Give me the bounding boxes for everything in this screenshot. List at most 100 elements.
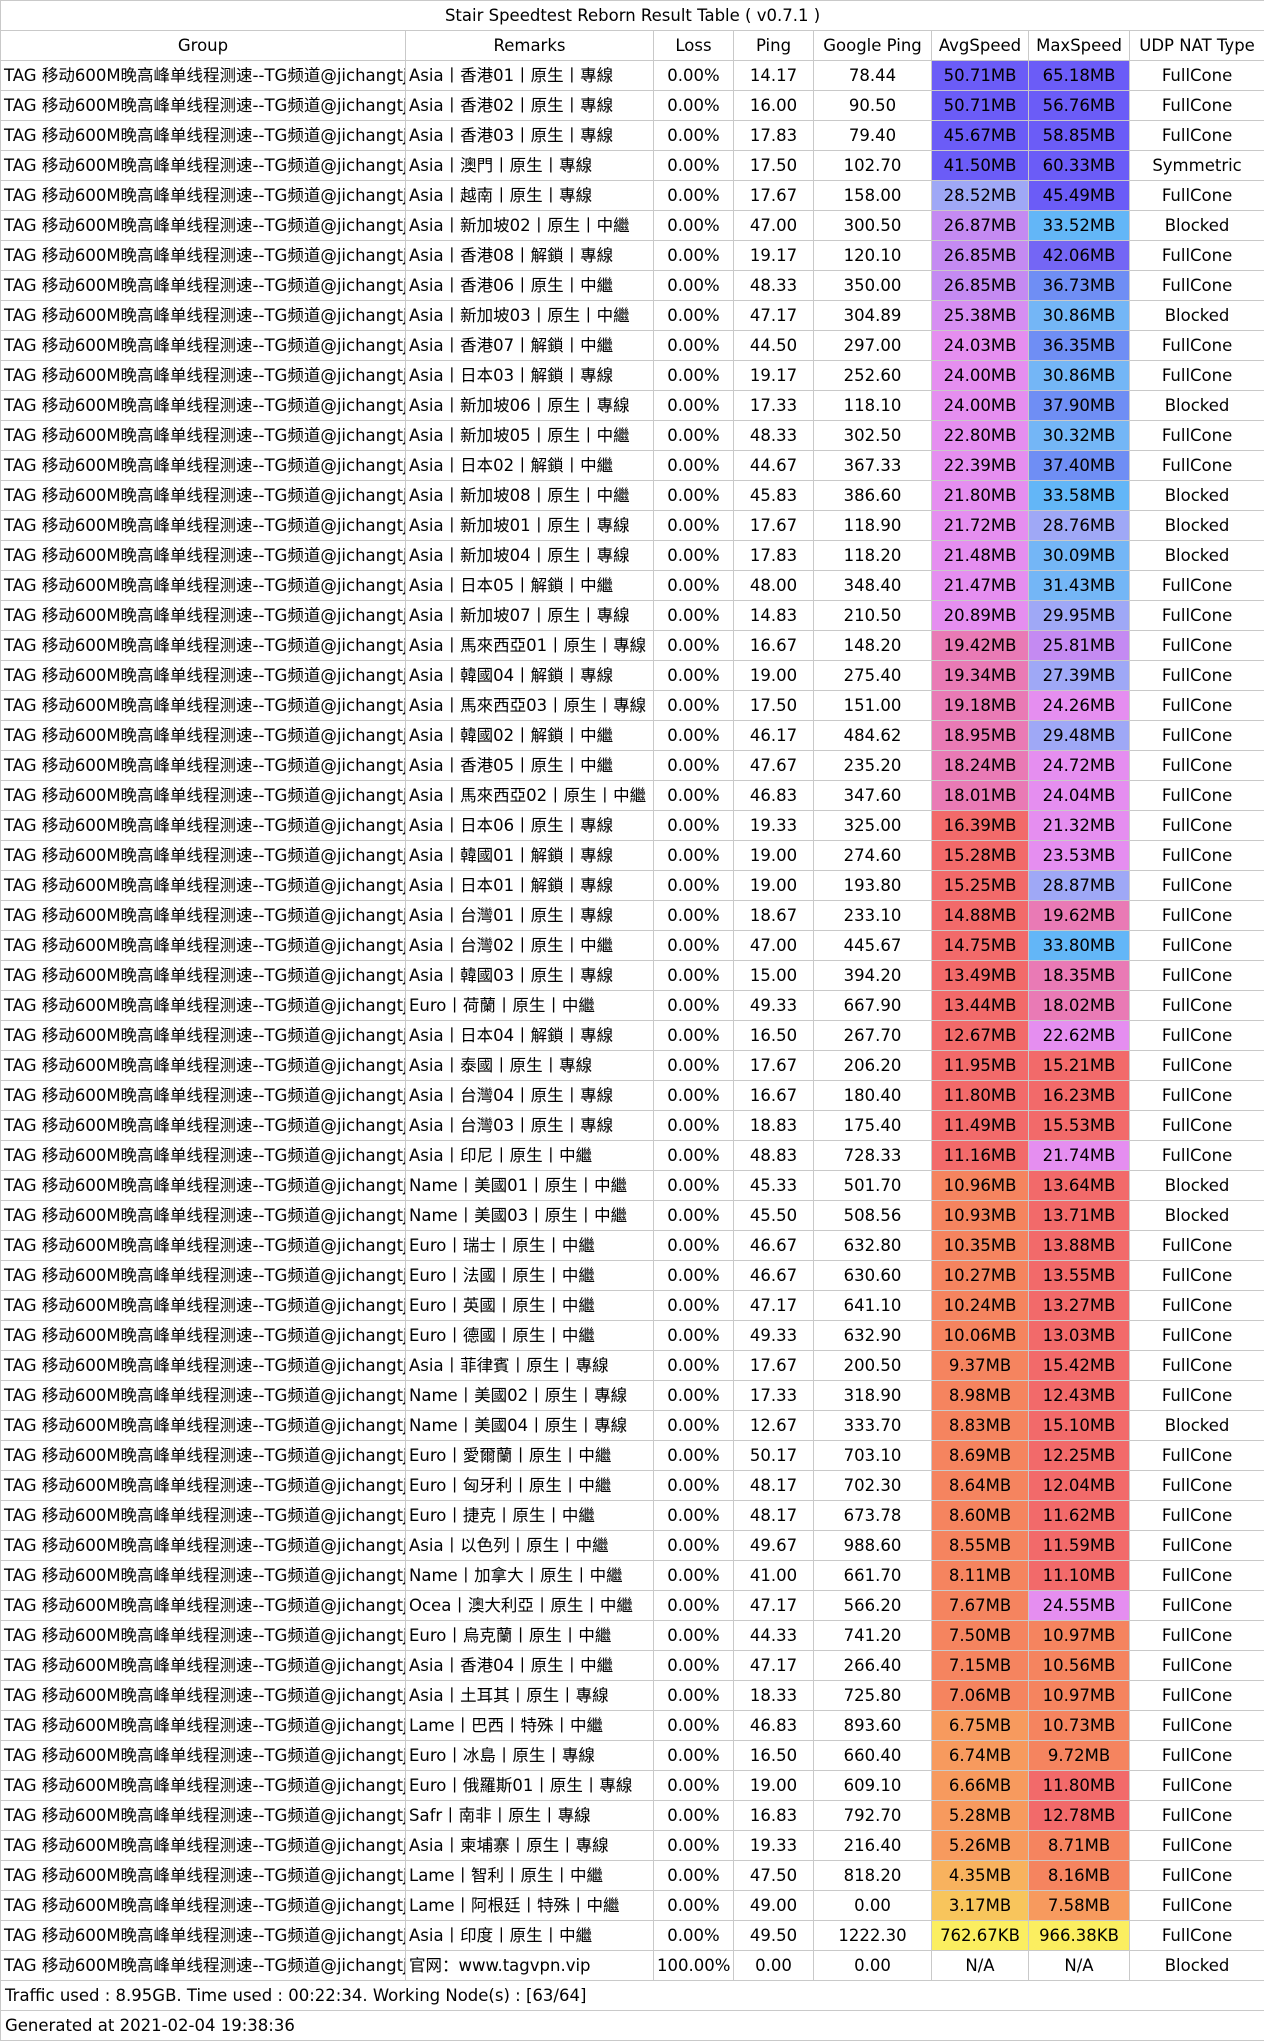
cell-group: TAG 移动600M晚高峰单线程测速--TG频道@jichangtj xyxy=(1,511,406,541)
cell-avg-speed: 14.88MB xyxy=(932,901,1029,931)
cell-group: TAG 移动600M晚高峰单线程测速--TG频道@jichangtj xyxy=(1,1501,406,1531)
cell-max-speed: 13.03MB xyxy=(1029,1321,1130,1351)
cell-remarks: Asia丨香港06丨原生丨中繼 xyxy=(406,271,654,301)
cell-ping: 50.17 xyxy=(734,1441,814,1471)
cell-udp-nat-type: FullCone xyxy=(1130,1111,1264,1141)
cell-remarks: Asia丨香港01丨原生丨專線 xyxy=(406,61,654,91)
cell-ping: 49.00 xyxy=(734,1891,814,1921)
footer-generated-row: Generated at 2021-02-04 19:38:36 xyxy=(1,2011,1264,2041)
cell-remarks: Asia丨日本04丨解鎖丨專線 xyxy=(406,1021,654,1051)
cell-max-speed: 29.48MB xyxy=(1029,721,1130,751)
cell-loss: 0.00% xyxy=(654,961,734,991)
cell-group: TAG 移动600M晚高峰单线程测速--TG频道@jichangtj xyxy=(1,331,406,361)
cell-avg-speed: 26.85MB xyxy=(932,271,1029,301)
cell-ping: 16.50 xyxy=(734,1741,814,1771)
cell-remarks: Asia丨香港07丨解鎖丨中繼 xyxy=(406,331,654,361)
cell-group: TAG 移动600M晚高峰单线程测速--TG频道@jichangtj xyxy=(1,961,406,991)
cell-loss: 0.00% xyxy=(654,1141,734,1171)
cell-ping: 17.33 xyxy=(734,391,814,421)
cell-loss: 0.00% xyxy=(654,691,734,721)
cell-group: TAG 移动600M晚高峰单线程测速--TG频道@jichangtj xyxy=(1,1861,406,1891)
cell-remarks: Asia丨韓國03丨原生丨專線 xyxy=(406,961,654,991)
cell-loss: 0.00% xyxy=(654,661,734,691)
cell-ping: 44.33 xyxy=(734,1621,814,1651)
cell-max-speed: 19.62MB xyxy=(1029,901,1130,931)
cell-avg-speed: 10.93MB xyxy=(932,1201,1029,1231)
cell-max-speed: 24.55MB xyxy=(1029,1591,1130,1621)
cell-udp-nat-type: FullCone xyxy=(1130,781,1264,811)
cell-loss: 0.00% xyxy=(654,1111,734,1141)
cell-group: TAG 移动600M晚高峰单线程测速--TG频道@jichangtj xyxy=(1,871,406,901)
cell-udp-nat-type: FullCone xyxy=(1130,1141,1264,1171)
cell-google-ping: 210.50 xyxy=(814,601,932,631)
cell-max-speed: 8.71MB xyxy=(1029,1831,1130,1861)
cell-group: TAG 移动600M晚高峰单线程测速--TG频道@jichangtj xyxy=(1,241,406,271)
cell-group: TAG 移动600M晚高峰单线程测速--TG频道@jichangtj xyxy=(1,541,406,571)
cell-avg-speed: 5.28MB xyxy=(932,1801,1029,1831)
cell-google-ping: 120.10 xyxy=(814,241,932,271)
header-google-ping: Google Ping xyxy=(814,31,932,61)
header-max-speed: MaxSpeed xyxy=(1029,31,1130,61)
cell-group: TAG 移动600M晚高峰单线程测速--TG频道@jichangtj xyxy=(1,151,406,181)
cell-ping: 17.67 xyxy=(734,511,814,541)
cell-group: TAG 移动600M晚高峰单线程测速--TG频道@jichangtj xyxy=(1,781,406,811)
cell-avg-speed: 10.27MB xyxy=(932,1261,1029,1291)
cell-google-ping: 630.60 xyxy=(814,1261,932,1291)
cell-max-speed: 12.78MB xyxy=(1029,1801,1130,1831)
cell-group: TAG 移动600M晚高峰单线程测速--TG频道@jichangtj xyxy=(1,1261,406,1291)
cell-ping: 17.83 xyxy=(734,121,814,151)
cell-avg-speed: 19.18MB xyxy=(932,691,1029,721)
cell-loss: 0.00% xyxy=(654,601,734,631)
cell-remarks: Asia丨新加坡01丨原生丨專線 xyxy=(406,511,654,541)
cell-ping: 45.83 xyxy=(734,481,814,511)
cell-ping: 46.67 xyxy=(734,1261,814,1291)
cell-avg-speed: 10.06MB xyxy=(932,1321,1029,1351)
cell-google-ping: 233.10 xyxy=(814,901,932,931)
cell-remarks: Euro丨俄羅斯01丨原生丨專線 xyxy=(406,1771,654,1801)
cell-udp-nat-type: FullCone xyxy=(1130,1291,1264,1321)
cell-avg-speed: 41.50MB xyxy=(932,151,1029,181)
cell-loss: 0.00% xyxy=(654,931,734,961)
cell-group: TAG 移动600M晚高峰单线程测速--TG频道@jichangtj xyxy=(1,1921,406,1951)
cell-group: TAG 移动600M晚高峰单线程测速--TG频道@jichangtj xyxy=(1,601,406,631)
cell-max-speed: 36.35MB xyxy=(1029,331,1130,361)
cell-group: TAG 移动600M晚高峰单线程测速--TG频道@jichangtj xyxy=(1,901,406,931)
cell-remarks: Asia丨韓國02丨解鎖丨中繼 xyxy=(406,721,654,751)
cell-remarks: Asia丨台灣02丨原生丨中繼 xyxy=(406,931,654,961)
cell-udp-nat-type: FullCone xyxy=(1130,91,1264,121)
cell-loss: 100.00% xyxy=(654,1951,734,1981)
cell-udp-nat-type: Blocked xyxy=(1130,391,1264,421)
cell-max-speed: 24.26MB xyxy=(1029,691,1130,721)
cell-ping: 16.67 xyxy=(734,1081,814,1111)
cell-group: TAG 移动600M晚高峰单线程测速--TG频道@jichangtj xyxy=(1,751,406,781)
cell-google-ping: 333.70 xyxy=(814,1411,932,1441)
cell-group: TAG 移动600M晚高峰单线程测速--TG频道@jichangtj xyxy=(1,1951,406,1981)
cell-remarks: Asia丨澳門丨原生丨專線 xyxy=(406,151,654,181)
cell-google-ping: 728.33 xyxy=(814,1141,932,1171)
cell-avg-speed: 18.24MB xyxy=(932,751,1029,781)
cell-loss: 0.00% xyxy=(654,451,734,481)
cell-udp-nat-type: FullCone xyxy=(1130,1801,1264,1831)
cell-remarks: Asia丨台灣04丨原生丨專線 xyxy=(406,1081,654,1111)
cell-loss: 0.00% xyxy=(654,421,734,451)
cell-remarks: Asia丨台灣03丨原生丨專線 xyxy=(406,1111,654,1141)
cell-avg-speed: 19.42MB xyxy=(932,631,1029,661)
cell-loss: 0.00% xyxy=(654,1711,734,1741)
cell-ping: 47.17 xyxy=(734,1291,814,1321)
cell-ping: 49.33 xyxy=(734,991,814,1021)
cell-remarks: Euro丨冰島丨原生丨專線 xyxy=(406,1741,654,1771)
cell-udp-nat-type: Blocked xyxy=(1130,1411,1264,1441)
cell-ping: 14.83 xyxy=(734,601,814,631)
cell-remarks: Euro丨匈牙利丨原生丨中繼 xyxy=(406,1471,654,1501)
